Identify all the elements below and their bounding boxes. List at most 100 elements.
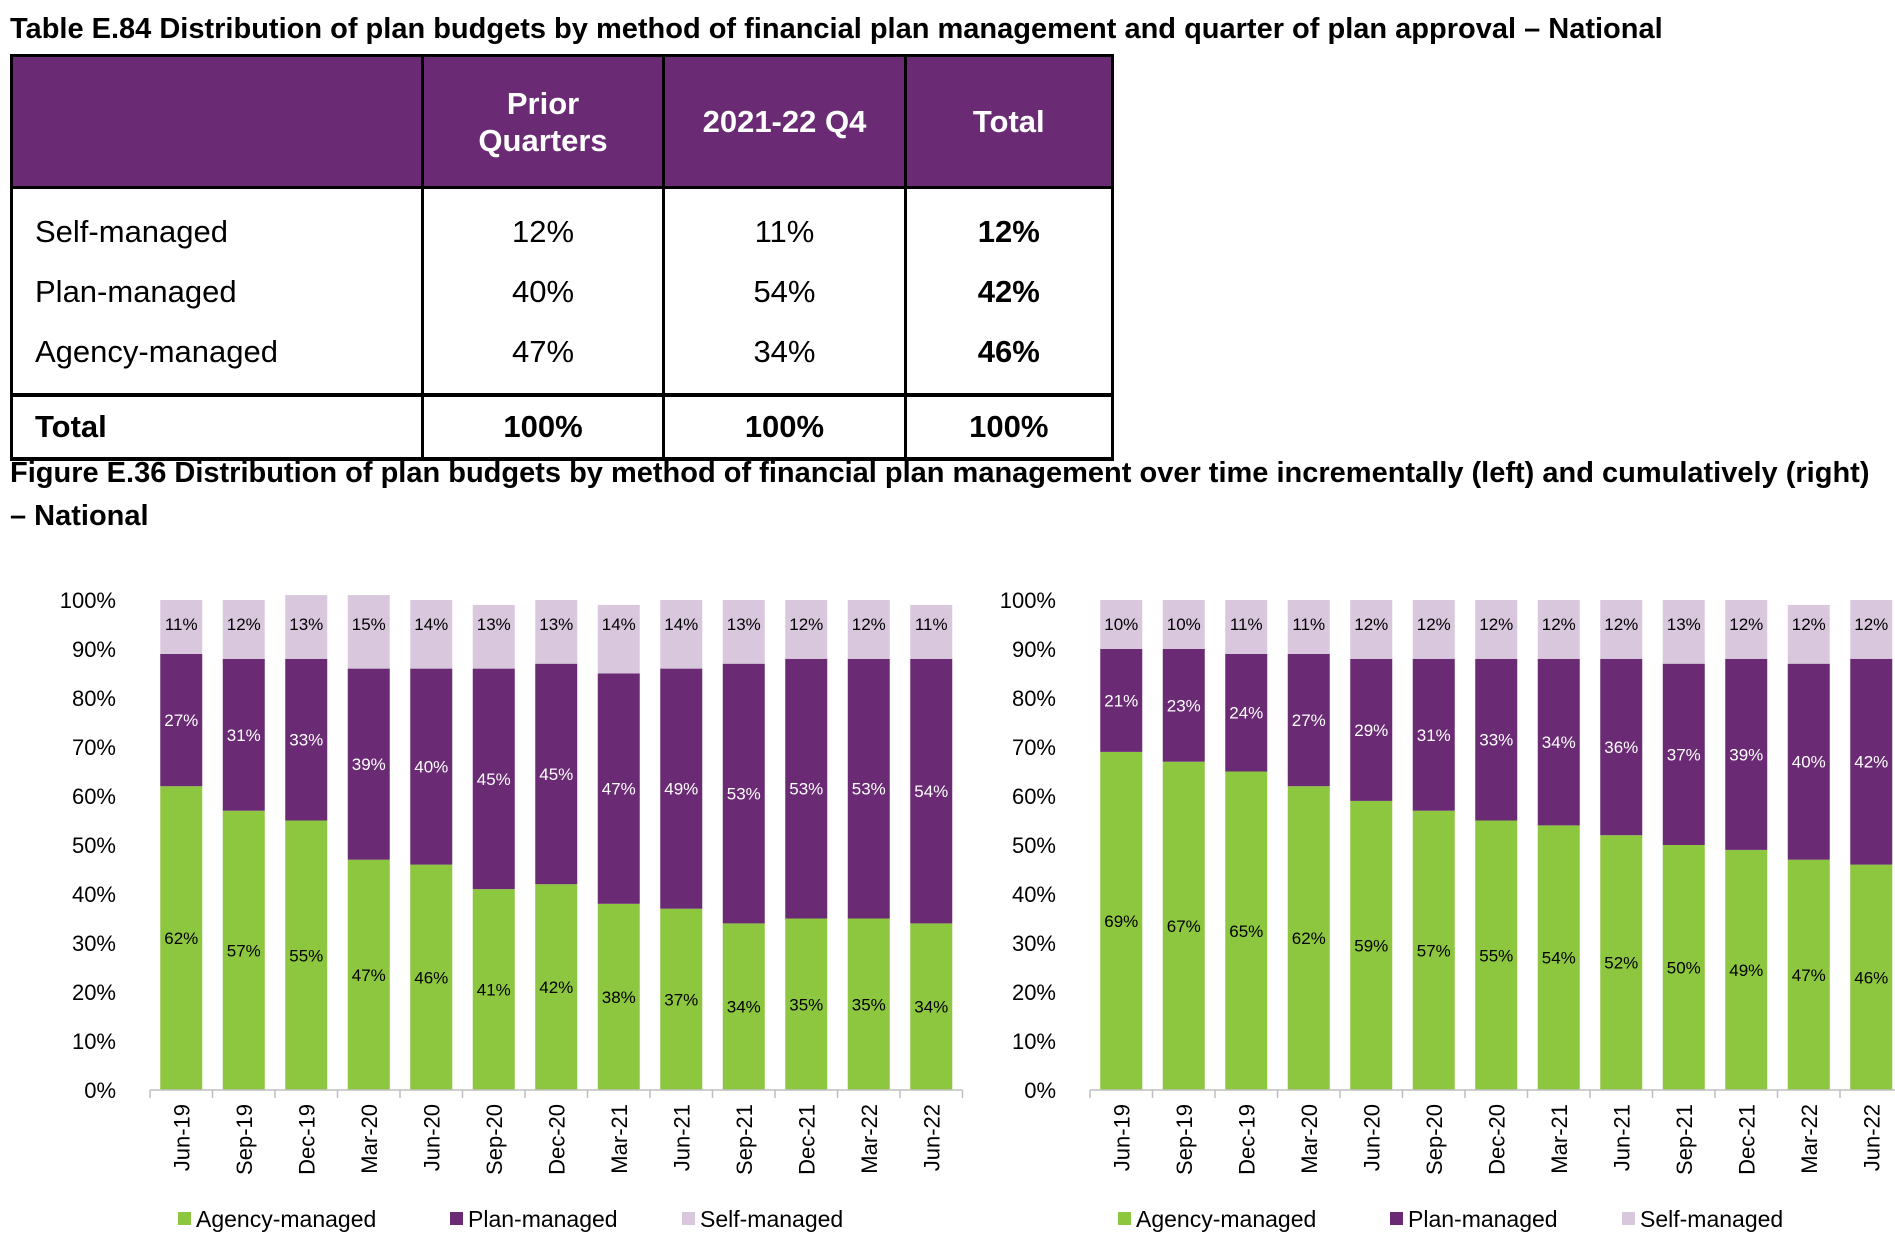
y-tick-label: 0% — [84, 1078, 116, 1103]
data-label: 33% — [289, 731, 323, 750]
bar-segment-plan — [160, 653, 203, 787]
table-header-row: Prior Quarters 2021-22 Q4 Total — [10, 54, 1115, 189]
data-label: 55% — [289, 946, 323, 965]
bar-segment-plan — [1600, 658, 1643, 836]
x-tick-label: Sep-21 — [732, 1104, 757, 1175]
bar-segment-agency — [1787, 859, 1830, 1090]
data-label: 65% — [1229, 922, 1263, 941]
x-tick-label: Jun-21 — [669, 1104, 694, 1171]
data-label: 12% — [1417, 615, 1451, 634]
table-row-total: Total 100% 100% 100% — [10, 393, 1115, 461]
data-label: 12% — [1354, 615, 1388, 634]
data-label: 11% — [1292, 615, 1325, 634]
legend-swatch-plan — [450, 1212, 463, 1225]
data-label: 57% — [1417, 941, 1451, 960]
bar-segment-plan — [535, 663, 578, 885]
y-tick-label: 50% — [72, 833, 116, 858]
data-label: 12% — [1729, 615, 1763, 634]
bar-segment-plan — [722, 663, 765, 924]
data-label: 12% — [1542, 615, 1576, 634]
data-label: 62% — [164, 929, 198, 948]
bar-segment-self — [660, 600, 703, 669]
bar-segment-agency — [1475, 820, 1518, 1090]
cell-q4: 11% — [662, 187, 907, 262]
plan-budget-table: Prior Quarters 2021-22 Q4 Total Self-man… — [10, 54, 1115, 461]
legend-label: Self-managed — [700, 1206, 843, 1232]
bar-segment-plan — [1100, 649, 1143, 752]
bar-segment-self — [1787, 604, 1830, 664]
cell-prior: 12% — [420, 187, 666, 262]
data-label: 37% — [664, 990, 698, 1009]
bar-segment-self — [1537, 600, 1580, 659]
cell-prior: 40% — [420, 262, 666, 322]
bar-segment-agency — [410, 864, 453, 1090]
data-label: 52% — [1604, 954, 1638, 973]
y-tick-label: 0% — [1024, 1078, 1056, 1103]
y-tick-label: 30% — [72, 931, 116, 956]
data-label: 36% — [1604, 738, 1638, 757]
data-label: 45% — [539, 765, 573, 784]
y-tick-label: 90% — [72, 637, 116, 662]
bar-segment-plan — [785, 658, 828, 919]
bar-segment-self — [535, 600, 578, 664]
bar-segment-agency — [1100, 751, 1143, 1090]
bar-segment-self — [222, 600, 265, 659]
cumulative-chart: 0% 10% 20% 30% 40% 50% 60% 70% 80% 90% 100% 69% 21% 1… — [1000, 588, 1895, 1232]
cell-total: 12% — [903, 187, 1115, 262]
data-label: 14% — [414, 615, 448, 634]
data-label: 35% — [852, 995, 886, 1014]
bar-segment-plan — [597, 673, 640, 904]
bar-segment-agency — [1350, 800, 1393, 1090]
x-tick-label: Sep-19 — [232, 1104, 257, 1175]
x-tick-label: Jun-22 — [1859, 1104, 1884, 1171]
data-label: 37% — [1667, 745, 1701, 764]
bar-segment-self — [1475, 600, 1518, 659]
y-tick-label: 10% — [72, 1029, 116, 1054]
bar-segment-plan — [847, 658, 890, 919]
row-label: Plan-managed — [10, 262, 424, 322]
x-tick-label: Dec-20 — [544, 1104, 569, 1175]
y-tick-label: 20% — [1012, 980, 1056, 1005]
x-tick-label: Dec-21 — [1734, 1104, 1759, 1175]
x-tick-label: Mar-21 — [1547, 1104, 1572, 1174]
data-label: 13% — [477, 615, 511, 634]
bar-segment-plan — [1787, 663, 1830, 860]
x-tick-label: Jun-19 — [169, 1104, 194, 1171]
x-tick-label: Sep-21 — [1672, 1104, 1697, 1175]
data-label: 11% — [1230, 615, 1263, 634]
bar-segment-agency — [222, 810, 265, 1090]
bar-segment-plan — [472, 668, 515, 890]
bar-segment-plan — [910, 658, 953, 924]
bar-segment-self — [1850, 600, 1893, 659]
data-label: 12% — [1854, 615, 1888, 634]
data-label: 13% — [727, 615, 761, 634]
bar-segment-self — [1100, 600, 1143, 649]
data-label: 24% — [1229, 704, 1263, 723]
data-label: 50% — [1667, 959, 1701, 978]
y-tick-label: 50% — [1012, 833, 1056, 858]
data-label: 53% — [852, 780, 886, 799]
bar-segment-plan — [1725, 658, 1768, 850]
x-tick-label: Mar-20 — [357, 1104, 382, 1174]
incremental-chart: 0% 10% 20% 30% 40% 50% 60% 70% 80% 90% 100% 62% 27% 1… — [60, 588, 964, 1232]
legend-label: Agency-managed — [1136, 1206, 1316, 1232]
bar-segment-agency — [1725, 849, 1768, 1090]
data-label: 53% — [727, 785, 761, 804]
data-label: 21% — [1104, 691, 1138, 710]
data-label: 40% — [1792, 753, 1826, 772]
bar-segment-plan — [1412, 658, 1455, 811]
legend-label: Agency-managed — [196, 1206, 376, 1232]
data-label: 12% — [1479, 615, 1513, 634]
table-header-prior-quarters-text: Prior Quarters — [478, 85, 608, 158]
legend-label: Self-managed — [1640, 1206, 1783, 1232]
data-label: 53% — [789, 780, 823, 799]
bar-segment-self — [1662, 600, 1705, 664]
data-label: 54% — [914, 782, 948, 801]
data-label: 27% — [1292, 711, 1326, 730]
y-tick-label: 60% — [1012, 784, 1056, 809]
bar-segment-plan — [660, 668, 703, 909]
cell-q4: 54% — [662, 262, 907, 322]
bar-segment-plan — [347, 668, 390, 860]
bar-segment-agency — [597, 903, 640, 1090]
row-label: Self-managed — [10, 187, 424, 262]
